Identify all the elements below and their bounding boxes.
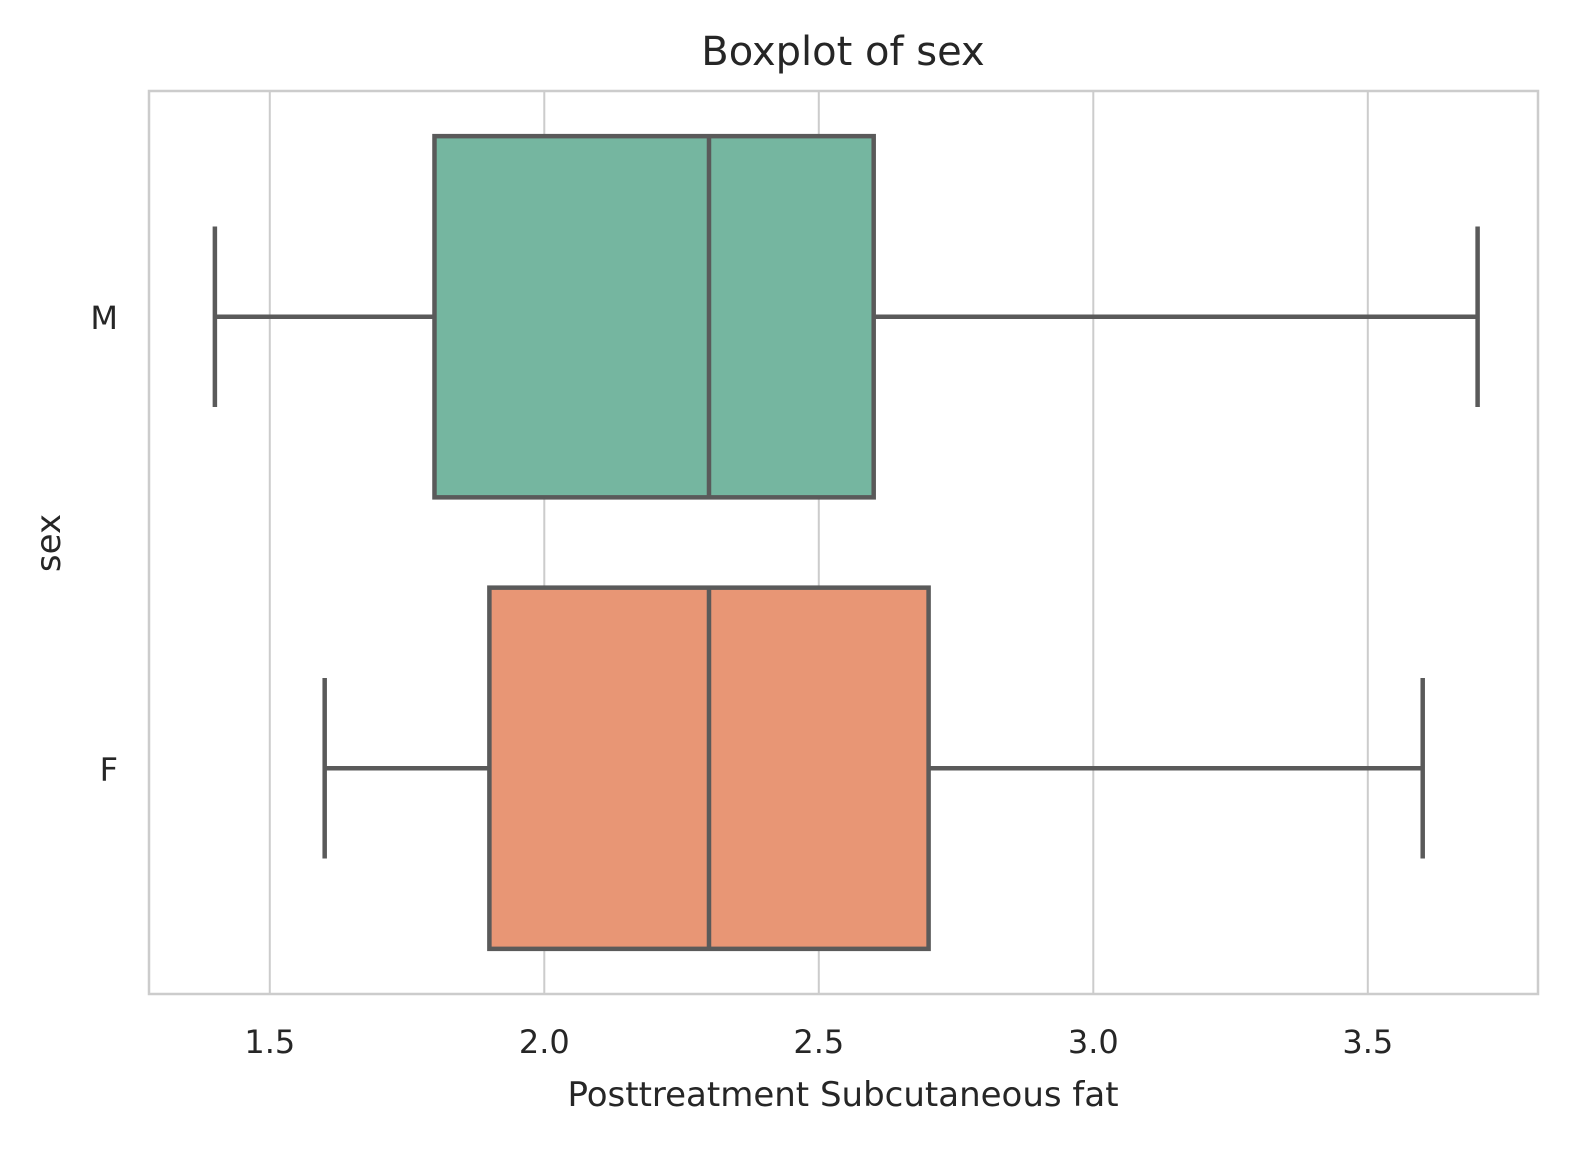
x-axis-label: Posttreatment Subcutaneous fat: [567, 1075, 1118, 1115]
tick-layer: 1.5 2.0 2.5 3.0 3.5 M F: [90, 299, 1393, 1061]
box-layer: [212, 133, 1480, 952]
plot-frame: [147, 89, 1540, 996]
y-tick-label-m: M: [90, 299, 118, 337]
x-tick-label: 2.5: [793, 1023, 844, 1061]
x-tick-label: 3.5: [1342, 1023, 1393, 1061]
x-tick-label: 1.5: [244, 1023, 295, 1061]
x-tick-label: 2.0: [519, 1023, 570, 1061]
x-tick-label: 3.0: [1068, 1023, 1119, 1061]
y-tick-label-f: F: [100, 750, 118, 788]
box-m: [432, 133, 876, 500]
chart-title: Boxplot of sex: [701, 29, 984, 75]
y-axis-label: sex: [29, 514, 69, 572]
